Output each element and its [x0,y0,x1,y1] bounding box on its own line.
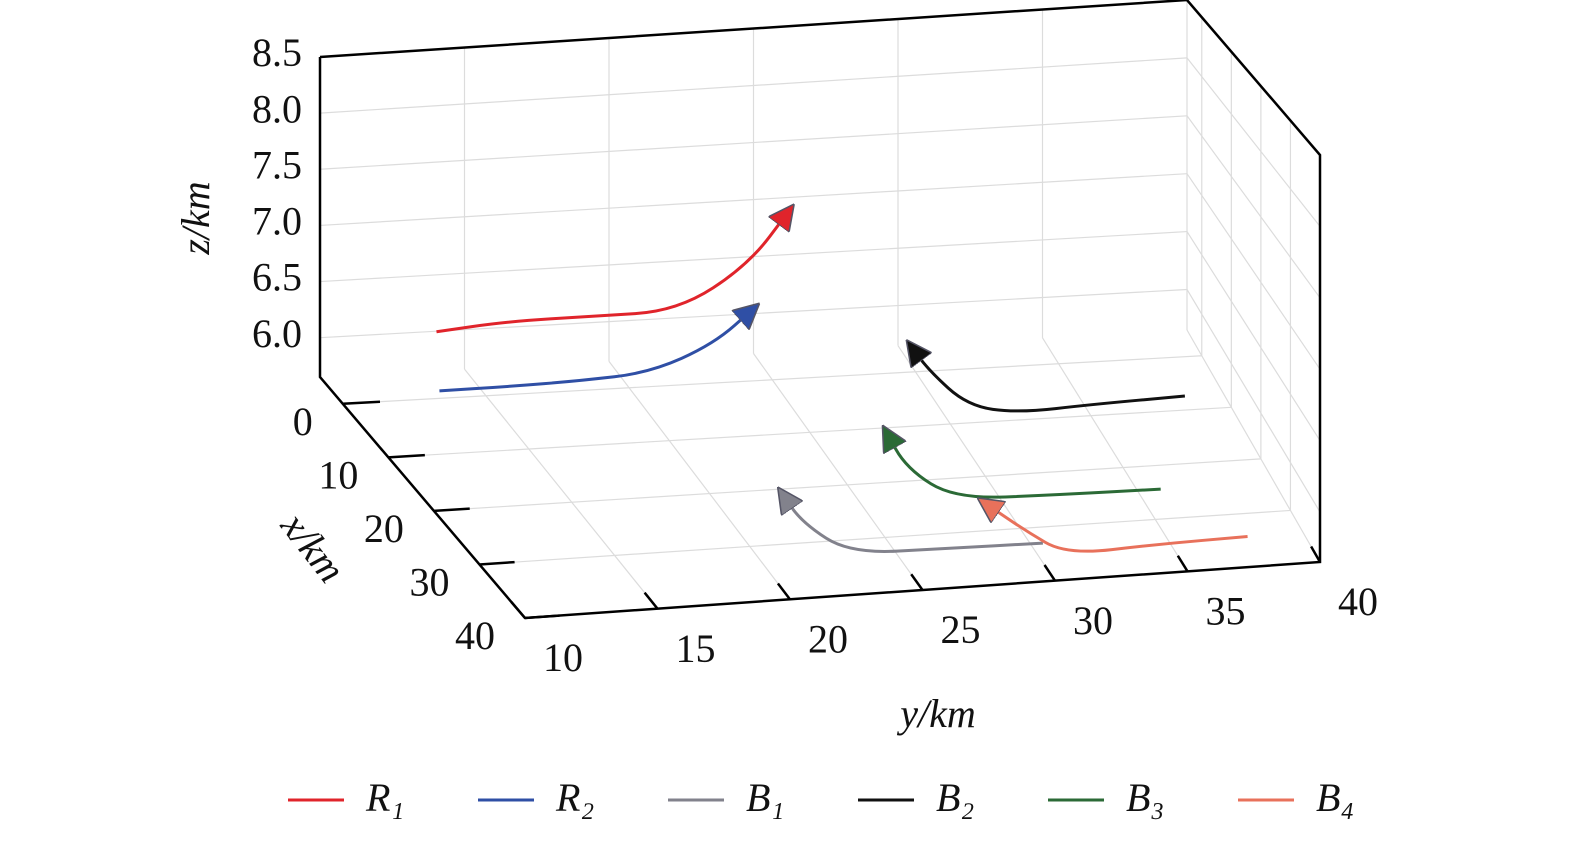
y-tick-label: 25 [941,607,981,652]
trajectory [982,501,1248,553]
trajectory [436,208,791,334]
y-tick-label: 10 [543,635,583,680]
legend-label: B₁ [746,775,784,820]
legend-label: B₂ [936,775,974,820]
trajectory [781,491,1043,553]
x-axis-title: x/km [272,503,355,591]
y-tick [1043,564,1057,582]
legend-label: B₄ [1316,775,1354,820]
x-tick-label: 0 [293,399,313,444]
plot-area [436,208,1248,553]
y-tick [910,573,924,591]
y-tick-label: 20 [808,617,848,662]
x-tick-label: 10 [318,453,358,498]
grid-line [1041,337,1189,572]
z-tick-label: 6.5 [252,255,302,300]
grid-line [342,355,1202,405]
axis-frame [318,0,1322,620]
grid-line [388,406,1232,458]
grid-line [608,360,791,600]
z-tick-label: 7.0 [252,199,302,244]
grid-line [1186,231,1321,441]
x-tick-label: 20 [364,506,404,551]
x-tick [388,453,425,459]
z-tick-label: 7.5 [252,142,302,187]
grid-line [1186,173,1321,370]
grid-line [897,345,1056,581]
legend-label: R₁ [365,775,404,820]
y-tick [510,601,526,619]
legend: R₁ R₂ B₁ B₂ B₃ B₄ [288,775,1354,820]
y-tick-label: 35 [1206,589,1246,634]
y-tick [1176,555,1189,572]
x-tick [433,507,470,513]
grid-line [753,353,923,591]
grid-line [433,458,1261,512]
trajectory [909,344,1186,413]
y-tick [643,591,659,610]
z-tick-label: 8.0 [252,86,302,131]
x-tick-label: 30 [409,560,449,605]
x-tick [342,400,381,406]
grid-line [479,509,1291,566]
legend-label: B₃ [1126,775,1164,820]
legend-label: R₂ [555,775,594,820]
grid-line [1186,289,1321,513]
z-tick-label: 6.0 [252,311,302,356]
grid-line [1186,115,1321,299]
y-tick-label: 15 [676,626,716,671]
grid-line [464,368,658,610]
grid-line [1186,329,1321,563]
grid-line [1186,57,1321,227]
y-tick [1310,545,1322,563]
y-tick-label: 40 [1338,579,1378,624]
grid [319,0,1321,619]
frame [318,0,1322,620]
x-tick-label: 40 [455,613,495,658]
x-tick [479,560,515,566]
y-axis-title: y/km [896,691,976,736]
z-tick-label: 8.5 [252,30,302,75]
y-tick-label: 30 [1073,598,1113,643]
trajectory [885,430,1161,499]
y-tick [776,582,791,601]
z-axis-title: z/km [173,181,218,255]
trajectory [439,307,755,393]
x-tick [524,614,560,620]
